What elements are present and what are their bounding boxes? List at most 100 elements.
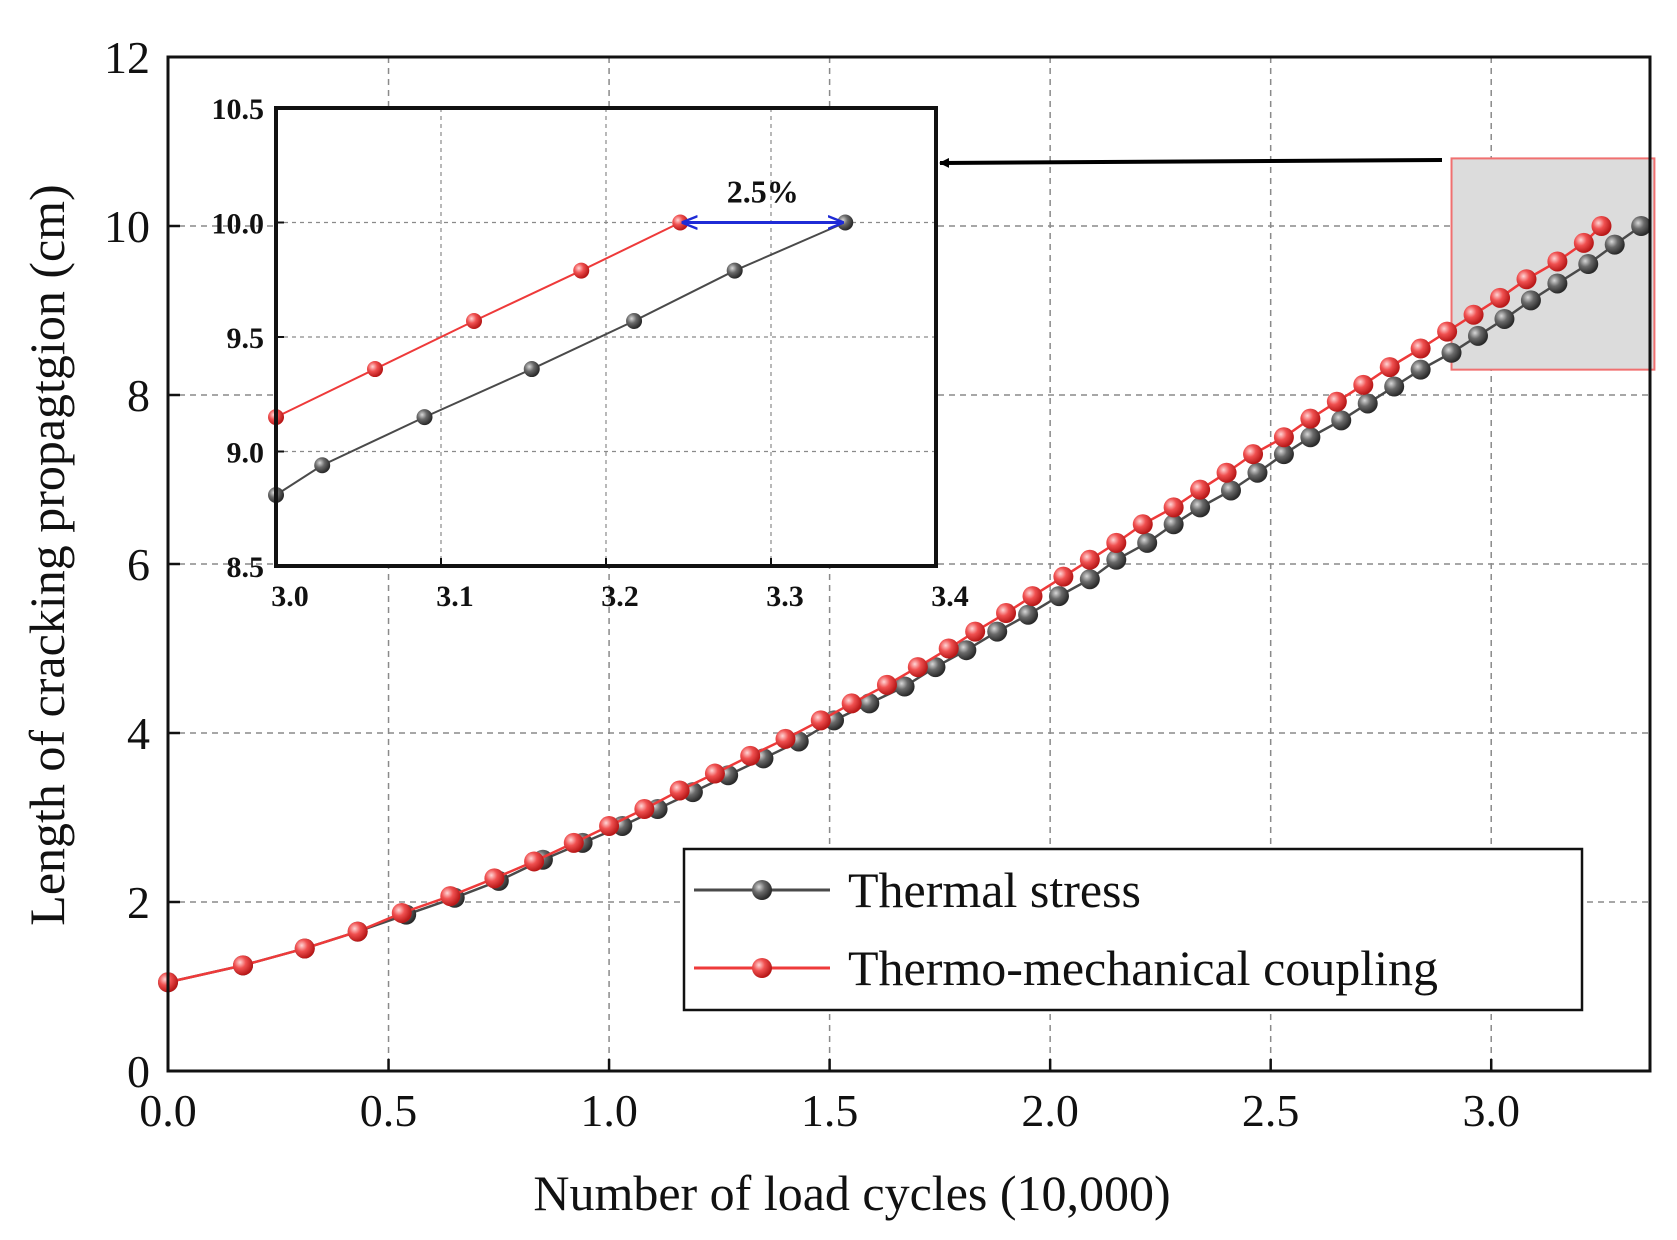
data-point-thermo-mechanical-coupling	[740, 745, 761, 766]
data-point-thermal-stress	[859, 693, 880, 714]
data-point-thermo-mechanical-coupling	[1326, 391, 1347, 412]
data-point-thermo-mechanical-coupling	[391, 902, 412, 923]
inset-y-tick-label: 8.5	[227, 551, 265, 584]
inset-series	[268, 214, 854, 504]
main-y-axis: 0 2 4 6 8 10 12	[104, 32, 180, 1097]
y-tick-label: 12	[104, 32, 150, 83]
data-point-thermo-mechanical-coupling	[1516, 269, 1537, 290]
inset-x-tick-label: 3.2	[601, 580, 639, 613]
data-point-thermo-mechanical-coupling	[1547, 251, 1568, 272]
data-point-thermo-mechanical-coupling	[1163, 497, 1184, 518]
data-point-thermo-mechanical-coupling	[1079, 549, 1100, 570]
main-series	[158, 216, 1652, 993]
data-point-thermo-mechanical-coupling	[1106, 532, 1127, 553]
inset-data-point-thermal-stress	[726, 262, 743, 279]
data-point-thermo-mechanical-coupling	[1300, 408, 1321, 429]
data-point-thermal-stress	[1520, 290, 1541, 311]
data-point-thermo-mechanical-coupling	[232, 955, 253, 976]
y-axis-title: Length of cracking propagtgion (cm)	[19, 184, 75, 925]
legend-marker-thermo-mechanical	[752, 958, 772, 978]
data-point-thermal-stress	[1220, 480, 1241, 501]
legend: Thermal stress Thermo-mechanical couplin…	[682, 847, 1584, 1012]
data-point-thermo-mechanical-coupling	[938, 638, 959, 659]
data-point-thermo-mechanical-coupling	[876, 674, 897, 695]
inset-data-point-thermo-mechanical-coupling	[466, 312, 482, 329]
data-point-thermal-stress	[1273, 444, 1294, 465]
data-point-thermo-mechanical-coupling	[1216, 462, 1237, 483]
data-point-thermal-stress	[1604, 234, 1625, 255]
data-point-thermal-stress	[1467, 325, 1488, 346]
y-tick-label: 0	[127, 1046, 150, 1097]
data-point-thermal-stress	[1331, 410, 1352, 431]
inset-y-tick-label: 9.5	[227, 322, 265, 355]
inset-data-point-thermo-mechanical-coupling	[367, 361, 383, 378]
data-point-thermal-stress	[1079, 569, 1100, 590]
data-point-thermal-stress	[1106, 549, 1127, 570]
data-point-thermo-mechanical-coupling	[1379, 357, 1400, 378]
inset-grid	[276, 108, 936, 566]
data-point-thermo-mechanical-coupling	[440, 886, 461, 907]
legend-label-thermal-stress: Thermal stress	[848, 862, 1141, 918]
data-point-thermal-stress	[1190, 497, 1211, 518]
y-tick-label: 4	[127, 708, 150, 759]
zoom-arrow	[939, 157, 1443, 168]
main-x-axis: 0.0 0.5 1.0 1.5 2.0 2.5 3.0	[139, 1059, 1520, 1136]
data-point-thermo-mechanical-coupling	[599, 815, 620, 836]
y-tick-label: 10	[104, 201, 150, 252]
inset-data-point-thermal-stress	[626, 312, 643, 329]
data-point-thermal-stress	[1547, 273, 1568, 294]
x-axis-title: Number of load cycles (10,000)	[533, 1165, 1170, 1221]
data-point-thermal-stress	[1018, 604, 1039, 625]
inset-y-tick-label: 10.5	[212, 93, 265, 126]
inset-annotation: 2.5%	[683, 174, 842, 223]
inset-x-tick-label: 3.1	[436, 580, 474, 613]
data-point-thermal-stress	[1048, 586, 1069, 607]
x-tick-label: 2.0	[1021, 1085, 1079, 1136]
y-tick-label: 8	[127, 370, 150, 421]
data-point-thermo-mechanical-coupling	[294, 938, 315, 959]
x-tick-label: 3.0	[1462, 1085, 1520, 1136]
legend-label-thermo-mechanical: Thermo-mechanical coupling	[848, 940, 1438, 996]
data-point-thermal-stress	[987, 621, 1008, 642]
data-point-thermal-stress	[1578, 254, 1599, 275]
x-tick-label: 1.5	[801, 1085, 859, 1136]
y-tick-label: 2	[127, 877, 150, 928]
data-point-thermo-mechanical-coupling	[1463, 304, 1484, 325]
data-point-thermo-mechanical-coupling	[347, 921, 368, 942]
data-point-thermal-stress	[1631, 216, 1652, 236]
data-point-thermo-mechanical-coupling	[907, 657, 928, 678]
data-point-thermal-stress	[1384, 376, 1405, 397]
data-point-thermo-mechanical-coupling	[996, 603, 1017, 624]
inset-x-tick-label: 3.4	[931, 580, 969, 613]
data-point-thermal-stress	[956, 640, 977, 661]
data-point-thermo-mechanical-coupling	[1437, 321, 1458, 342]
inset-data-point-thermal-stress	[416, 409, 433, 426]
data-point-thermal-stress	[925, 657, 946, 678]
data-point-thermo-mechanical-coupling	[669, 780, 690, 801]
data-point-thermo-mechanical-coupling	[1243, 444, 1264, 465]
inset-data-point-thermo-mechanical-coupling	[573, 262, 590, 279]
inset-x-tick-label: 3.0	[271, 580, 309, 613]
x-tick-label: 2.5	[1242, 1085, 1300, 1136]
data-point-thermo-mechanical-coupling	[1573, 232, 1594, 253]
inset-x-axis: 3.0 3.1 3.2 3.3 3.4	[271, 558, 969, 613]
data-point-thermo-mechanical-coupling	[704, 763, 725, 784]
data-point-thermal-stress	[1357, 393, 1378, 414]
data-point-thermo-mechanical-coupling	[1273, 427, 1294, 448]
inset-data-point-thermal-stress	[523, 361, 540, 378]
data-point-thermo-mechanical-coupling	[1022, 586, 1043, 607]
data-point-thermal-stress	[1494, 308, 1515, 329]
data-point-thermo-mechanical-coupling	[524, 851, 545, 872]
legend-box	[682, 847, 1584, 1012]
inset-y-tick-label: 10.0	[212, 208, 265, 241]
legend-marker-thermal-stress	[752, 880, 772, 900]
x-tick-label: 0.0	[139, 1085, 197, 1136]
inset-y-axis: 8.5 9.0 9.5 10.0 10.5	[212, 93, 284, 584]
data-point-thermo-mechanical-coupling	[965, 621, 986, 642]
percent-difference-label: 2.5%	[727, 174, 799, 210]
data-point-thermo-mechanical-coupling	[1053, 566, 1074, 587]
data-point-thermal-stress	[894, 676, 915, 697]
data-point-thermo-mechanical-coupling	[1132, 514, 1153, 535]
inset-data-point-thermal-stress	[314, 457, 331, 474]
